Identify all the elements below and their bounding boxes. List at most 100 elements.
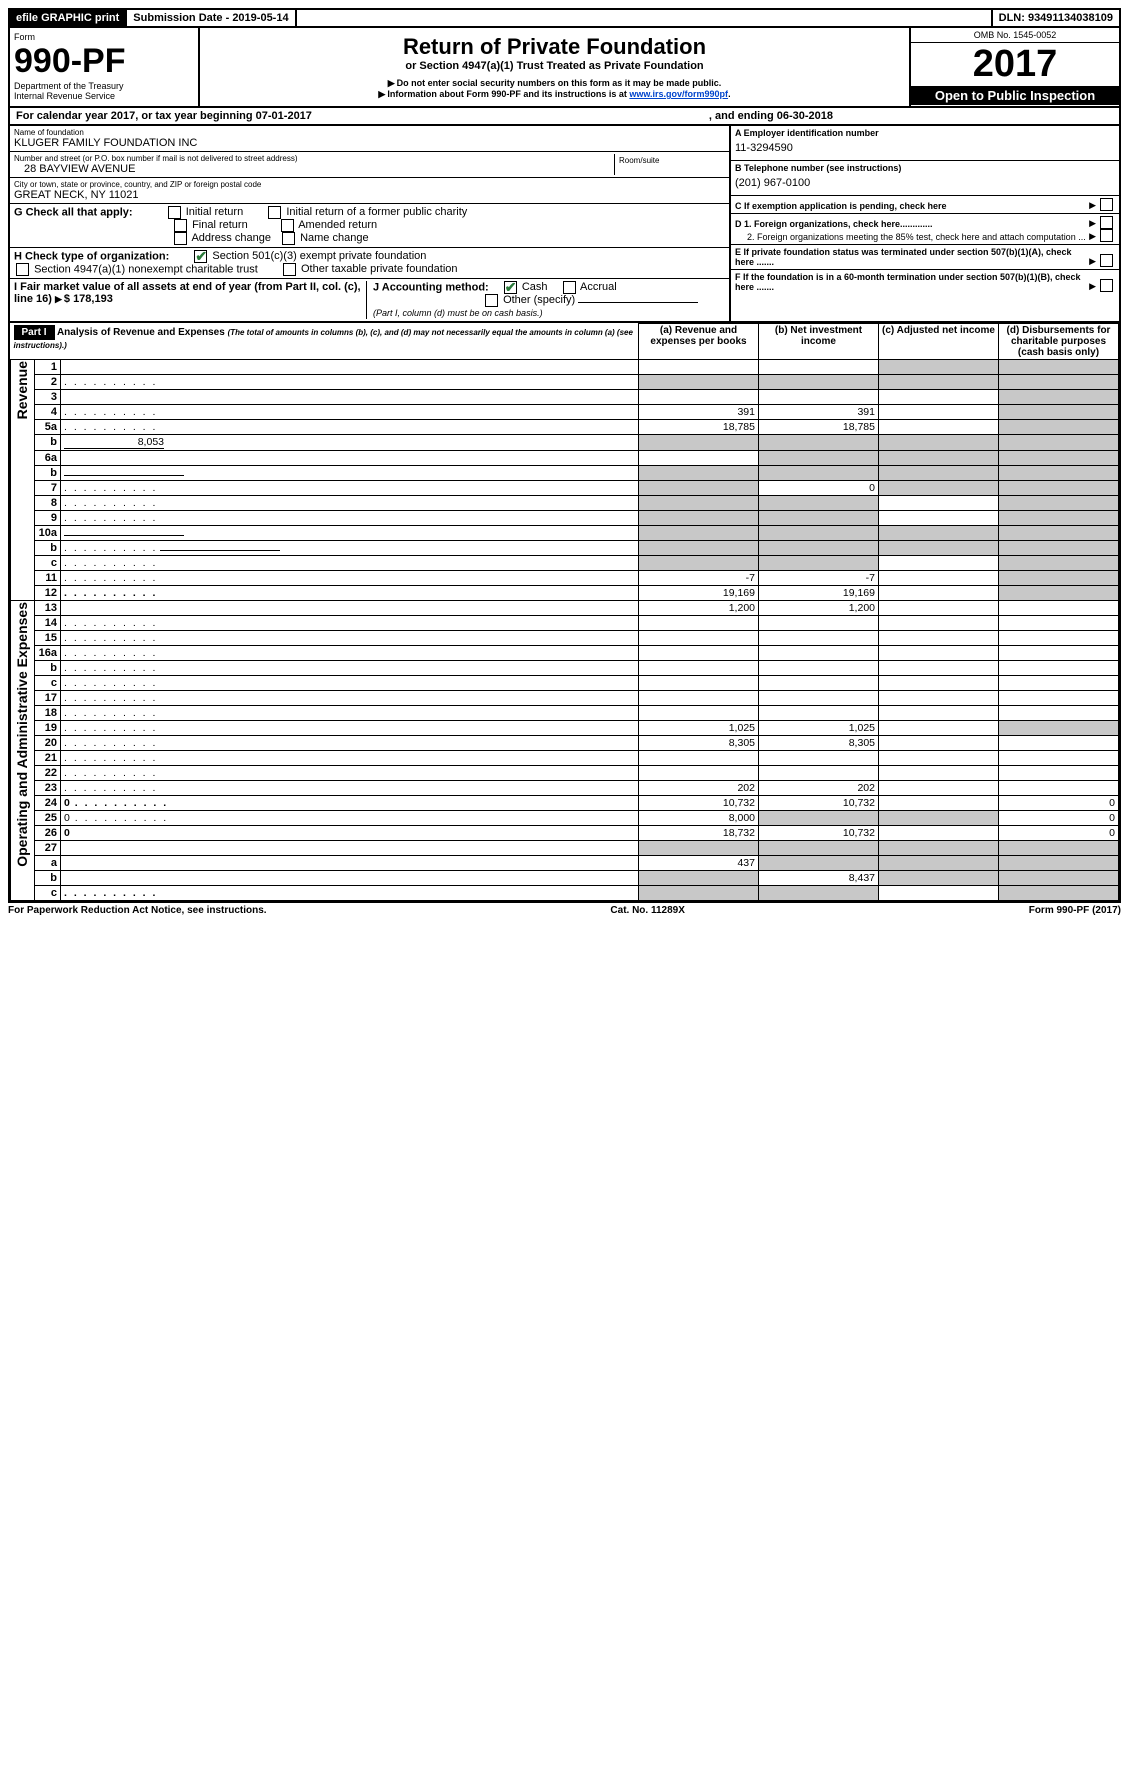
table-row: Revenue1 xyxy=(11,360,1119,375)
table-row: 27 xyxy=(11,841,1119,856)
cell-c xyxy=(879,646,999,661)
row-desc xyxy=(61,766,639,781)
cell-d: 0 xyxy=(999,811,1119,826)
cell-b xyxy=(759,706,879,721)
cell-d xyxy=(999,541,1119,556)
d1-checkbox[interactable] xyxy=(1100,216,1113,229)
d2-checkbox[interactable] xyxy=(1100,229,1113,242)
addr: 28 BAYVIEW AVENUE xyxy=(14,163,614,175)
g-address-checkbox[interactable] xyxy=(174,232,187,245)
row-number: 12 xyxy=(35,586,61,601)
g-o1: Initial return xyxy=(186,206,243,218)
addr-label: Number and street (or P.O. box number if… xyxy=(14,154,614,163)
cell-d xyxy=(999,511,1119,526)
j-cash-checkbox[interactable] xyxy=(504,281,517,294)
row-desc xyxy=(61,856,639,871)
part1-tag: Part I xyxy=(14,325,55,340)
g-o5: Address change xyxy=(191,232,271,244)
c-label: C If exemption application is pending, c… xyxy=(735,201,1089,211)
d-cell: D 1. Foreign organizations, check here..… xyxy=(731,214,1119,245)
warn2-link[interactable]: www.irs.gov/form990pf xyxy=(629,89,728,99)
table-row: b xyxy=(11,661,1119,676)
cell-d xyxy=(999,571,1119,586)
h-block: H Check type of organization: Section 50… xyxy=(10,248,729,279)
cell-a: 18,732 xyxy=(639,826,759,841)
table-row: c xyxy=(11,556,1119,571)
warn1: Do not enter social security numbers on … xyxy=(206,78,903,89)
row-desc xyxy=(61,360,639,375)
cell-d: 0 xyxy=(999,826,1119,841)
cell-c xyxy=(879,841,999,856)
row-number: 13 xyxy=(35,601,61,616)
phone-label: B Telephone number (see instructions) xyxy=(735,163,1115,173)
table-row: c xyxy=(11,676,1119,691)
j-cash: Cash xyxy=(522,281,548,293)
g-o2: Initial return of a former public charit… xyxy=(286,206,467,218)
cell-d xyxy=(999,841,1119,856)
cell-b: 0 xyxy=(759,481,879,496)
row-number: 27 xyxy=(35,841,61,856)
form-header: Form 990-PF Department of the Treasury I… xyxy=(8,28,1121,108)
g-name-checkbox[interactable] xyxy=(282,232,295,245)
cell-a xyxy=(639,556,759,571)
cell-a: 10,732 xyxy=(639,796,759,811)
c-checkbox[interactable] xyxy=(1100,198,1113,211)
row-number: c xyxy=(35,676,61,691)
cell-d xyxy=(999,676,1119,691)
h-label: H Check type of organization: xyxy=(14,250,169,262)
j-other-checkbox[interactable] xyxy=(485,294,498,307)
j-accrual-checkbox[interactable] xyxy=(563,281,576,294)
table-row: c xyxy=(11,886,1119,901)
j-other: Other (specify) xyxy=(503,294,575,306)
cell-a xyxy=(639,646,759,661)
cell-d xyxy=(999,390,1119,405)
cell-a: 1,025 xyxy=(639,721,759,736)
h-4947-checkbox[interactable] xyxy=(16,263,29,276)
cell-b xyxy=(759,360,879,375)
f-label: F If the foundation is in a 60-month ter… xyxy=(735,272,1089,292)
efile-btn[interactable]: efile GRAPHIC print xyxy=(10,10,127,26)
row-desc: 0 xyxy=(61,796,639,811)
h-other-checkbox[interactable] xyxy=(283,263,296,276)
h-o3: Other taxable private foundation xyxy=(301,263,458,275)
g-initial-former-checkbox[interactable] xyxy=(268,206,281,219)
room-label: Room/suite xyxy=(619,156,721,165)
row-desc xyxy=(61,691,639,706)
phone-cell: B Telephone number (see instructions) (2… xyxy=(731,161,1119,196)
omb: OMB No. 1545-0052 xyxy=(911,28,1119,43)
cell-d xyxy=(999,526,1119,541)
footer-mid: Cat. No. 11289X xyxy=(610,905,684,916)
cell-b xyxy=(759,646,879,661)
row-desc: 0 xyxy=(61,811,639,826)
cell-c xyxy=(879,390,999,405)
cell-a xyxy=(639,886,759,901)
e-checkbox[interactable] xyxy=(1100,254,1113,267)
g-initial-return-checkbox[interactable] xyxy=(168,206,181,219)
row-desc xyxy=(61,736,639,751)
cell-a xyxy=(639,706,759,721)
cell-b xyxy=(759,691,879,706)
table-row: b8,437 xyxy=(11,871,1119,886)
row-number: 4 xyxy=(35,405,61,420)
cell-b xyxy=(759,751,879,766)
cell-a: 202 xyxy=(639,781,759,796)
table-row: 18 xyxy=(11,706,1119,721)
f-checkbox[interactable] xyxy=(1100,279,1113,292)
h-501c3-checkbox[interactable] xyxy=(194,250,207,263)
j-label: J Accounting method: xyxy=(373,281,489,293)
g-final-checkbox[interactable] xyxy=(174,219,187,232)
g-amended-checkbox[interactable] xyxy=(281,219,294,232)
row-number: c xyxy=(35,886,61,901)
ein-cell: A Employer identification number 11-3294… xyxy=(731,126,1119,161)
row-number: b xyxy=(35,871,61,886)
table-row: 16a xyxy=(11,646,1119,661)
cell-c xyxy=(879,811,999,826)
expenses-label: Operating and Administrative Expenses xyxy=(14,602,30,867)
cell-c xyxy=(879,736,999,751)
cell-b xyxy=(759,541,879,556)
table-row: 10a xyxy=(11,526,1119,541)
cell-b: 202 xyxy=(759,781,879,796)
cell-c xyxy=(879,481,999,496)
cell-d xyxy=(999,616,1119,631)
cell-c xyxy=(879,856,999,871)
